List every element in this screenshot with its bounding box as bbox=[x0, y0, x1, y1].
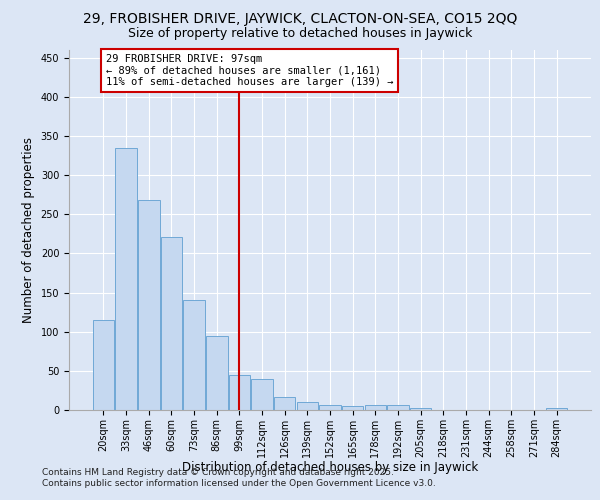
Text: 29, FROBISHER DRIVE, JAYWICK, CLACTON-ON-SEA, CO15 2QQ: 29, FROBISHER DRIVE, JAYWICK, CLACTON-ON… bbox=[83, 12, 517, 26]
Bar bbox=[161, 237, 182, 410]
Bar bbox=[387, 404, 409, 410]
Bar bbox=[410, 408, 431, 410]
Bar bbox=[206, 336, 227, 410]
Bar bbox=[184, 300, 205, 410]
X-axis label: Distribution of detached houses by size in Jaywick: Distribution of detached houses by size … bbox=[182, 461, 478, 474]
Bar bbox=[115, 148, 137, 410]
Bar bbox=[342, 406, 364, 410]
Text: Contains HM Land Registry data © Crown copyright and database right 2025.
Contai: Contains HM Land Registry data © Crown c… bbox=[42, 468, 436, 487]
Bar bbox=[274, 396, 295, 410]
Bar bbox=[251, 378, 273, 410]
Bar bbox=[229, 375, 250, 410]
Text: Size of property relative to detached houses in Jaywick: Size of property relative to detached ho… bbox=[128, 28, 472, 40]
Bar bbox=[93, 320, 114, 410]
Bar bbox=[546, 408, 567, 410]
Bar bbox=[138, 200, 160, 410]
Y-axis label: Number of detached properties: Number of detached properties bbox=[22, 137, 35, 323]
Bar bbox=[365, 406, 386, 410]
Bar bbox=[296, 402, 318, 410]
Bar bbox=[319, 406, 341, 410]
Text: 29 FROBISHER DRIVE: 97sqm
← 89% of detached houses are smaller (1,161)
11% of se: 29 FROBISHER DRIVE: 97sqm ← 89% of detac… bbox=[106, 54, 393, 87]
